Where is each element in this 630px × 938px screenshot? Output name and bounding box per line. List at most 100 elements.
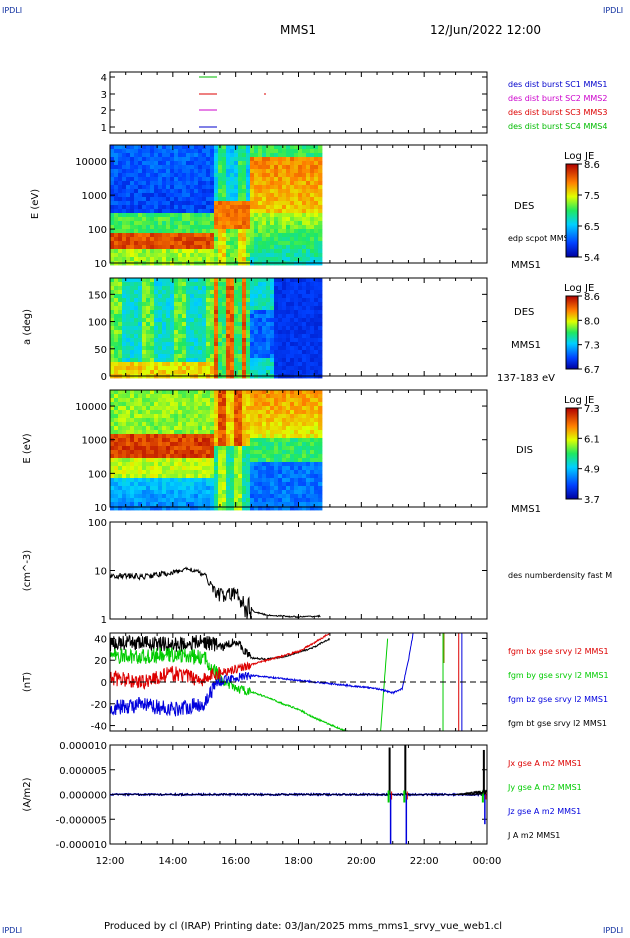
spectrogram-cell bbox=[298, 470, 302, 474]
spectrogram-cell bbox=[250, 185, 254, 189]
spectrogram-cell bbox=[310, 286, 314, 290]
spectrogram-cell bbox=[150, 302, 154, 306]
spectrogram-cell bbox=[110, 278, 114, 282]
spectrogram-cell bbox=[178, 330, 182, 334]
spectrogram-cell bbox=[122, 213, 126, 217]
spectrogram-cell bbox=[306, 486, 310, 490]
spectrogram-cell bbox=[274, 478, 278, 482]
spectrogram-cell bbox=[174, 410, 178, 414]
spectrogram-cell bbox=[270, 189, 274, 193]
spectrogram-cell bbox=[250, 490, 254, 494]
spectrogram-cell bbox=[262, 334, 266, 338]
spectrogram-cell bbox=[318, 286, 322, 290]
spectrogram-cell bbox=[310, 434, 314, 438]
spectrogram-cell bbox=[146, 221, 150, 225]
spectrogram-cell bbox=[194, 334, 198, 338]
spectrogram-cell bbox=[314, 173, 318, 177]
spectrogram-cell bbox=[294, 237, 298, 241]
spectrogram-cell bbox=[118, 458, 122, 462]
spectrogram-cell bbox=[222, 318, 226, 322]
spectrogram-cell bbox=[182, 290, 186, 294]
spectrogram-cell bbox=[122, 358, 126, 362]
des-pitch-spectrogram-cells bbox=[110, 278, 322, 378]
spectrogram-cell bbox=[154, 418, 158, 422]
spectrogram-cell bbox=[190, 466, 194, 470]
spectrogram-cell bbox=[158, 438, 162, 442]
spectrogram-cell bbox=[202, 394, 206, 398]
des-pitch-ytick-label: 150 bbox=[88, 290, 107, 301]
spectrogram-cell bbox=[218, 229, 222, 233]
spectrogram-cell bbox=[190, 338, 194, 342]
spectrogram-cell bbox=[162, 294, 166, 298]
spectrogram-cell bbox=[146, 173, 150, 177]
spectrogram-cell bbox=[218, 237, 222, 241]
spectrogram-cell bbox=[250, 306, 254, 310]
spectrogram-cell bbox=[162, 209, 166, 213]
spectrogram-cell bbox=[230, 502, 234, 506]
spectrogram-cell bbox=[314, 350, 318, 354]
spectrogram-cell bbox=[126, 446, 130, 450]
spectrogram-cell bbox=[142, 430, 146, 434]
spectrogram-cell bbox=[182, 197, 186, 201]
spectrogram-cell bbox=[174, 446, 178, 450]
spectrogram-cell bbox=[190, 209, 194, 213]
spectrogram-cell bbox=[230, 430, 234, 434]
spectrogram-cell bbox=[258, 314, 262, 318]
spectrogram-cell bbox=[222, 225, 226, 229]
spectrogram-cell bbox=[194, 470, 198, 474]
spectrogram-cell bbox=[286, 193, 290, 197]
spectrogram-cell bbox=[310, 201, 314, 205]
spectrogram-cell bbox=[310, 358, 314, 362]
spectrogram-cell bbox=[214, 189, 218, 193]
spectrogram-cell bbox=[306, 346, 310, 350]
spectrogram-cell bbox=[138, 249, 142, 253]
spectrogram-cell bbox=[114, 478, 118, 482]
spectrogram-cell bbox=[234, 334, 238, 338]
spectrogram-cell bbox=[278, 165, 282, 169]
spectrogram-cell bbox=[234, 278, 238, 282]
spectrogram-cell bbox=[242, 354, 246, 358]
spectrogram-cell bbox=[250, 153, 254, 157]
spectrogram-cell bbox=[114, 177, 118, 181]
spectrogram-cell bbox=[278, 241, 282, 245]
spectrogram-cell bbox=[110, 458, 114, 462]
bfield-ytick-label: -40 bbox=[91, 722, 107, 733]
spectrogram-cell bbox=[130, 245, 134, 249]
spectrogram-cell bbox=[230, 454, 234, 458]
spectrogram-cell bbox=[238, 286, 242, 290]
spectrogram-cell bbox=[166, 149, 170, 153]
spectrogram-cell bbox=[254, 394, 258, 398]
spectrogram-cell bbox=[186, 173, 190, 177]
spectrogram-cell bbox=[110, 454, 114, 458]
des-pitch-ytick-label: 100 bbox=[88, 318, 107, 329]
spectrogram-cell bbox=[178, 318, 182, 322]
spectrogram-cell bbox=[302, 278, 306, 282]
spectrogram-cell bbox=[186, 310, 190, 314]
spectrogram-cell bbox=[230, 402, 234, 406]
spectrogram-cell bbox=[186, 430, 190, 434]
spectrogram-cell bbox=[282, 358, 286, 362]
bfield-ytick-label: 0 bbox=[101, 678, 107, 689]
spectrogram-cell bbox=[246, 346, 250, 350]
spectrogram-cell bbox=[294, 470, 298, 474]
spectrogram-cell bbox=[222, 366, 226, 370]
spectrogram-cell bbox=[114, 346, 118, 350]
spectrogram-cell bbox=[318, 474, 322, 478]
spectrogram-cell bbox=[262, 346, 266, 350]
spectrogram-cell bbox=[230, 298, 234, 302]
spectrogram-cell bbox=[174, 422, 178, 426]
spectrogram-cell bbox=[162, 237, 166, 241]
spectrogram-cell bbox=[210, 406, 214, 410]
spectrogram-cell bbox=[258, 257, 262, 261]
spectrogram-cell bbox=[246, 474, 250, 478]
spectrogram-cell bbox=[310, 165, 314, 169]
spectrogram-cell bbox=[230, 306, 234, 310]
spectrogram-cell bbox=[250, 330, 254, 334]
spectrogram-cell bbox=[150, 346, 154, 350]
spectrogram-cell bbox=[234, 209, 238, 213]
spectrogram-cell bbox=[190, 145, 194, 149]
spectrogram-cell bbox=[174, 253, 178, 257]
spectrogram-cell bbox=[174, 502, 178, 506]
spectrogram-cell bbox=[314, 249, 318, 253]
spectrogram-cell bbox=[238, 390, 242, 394]
